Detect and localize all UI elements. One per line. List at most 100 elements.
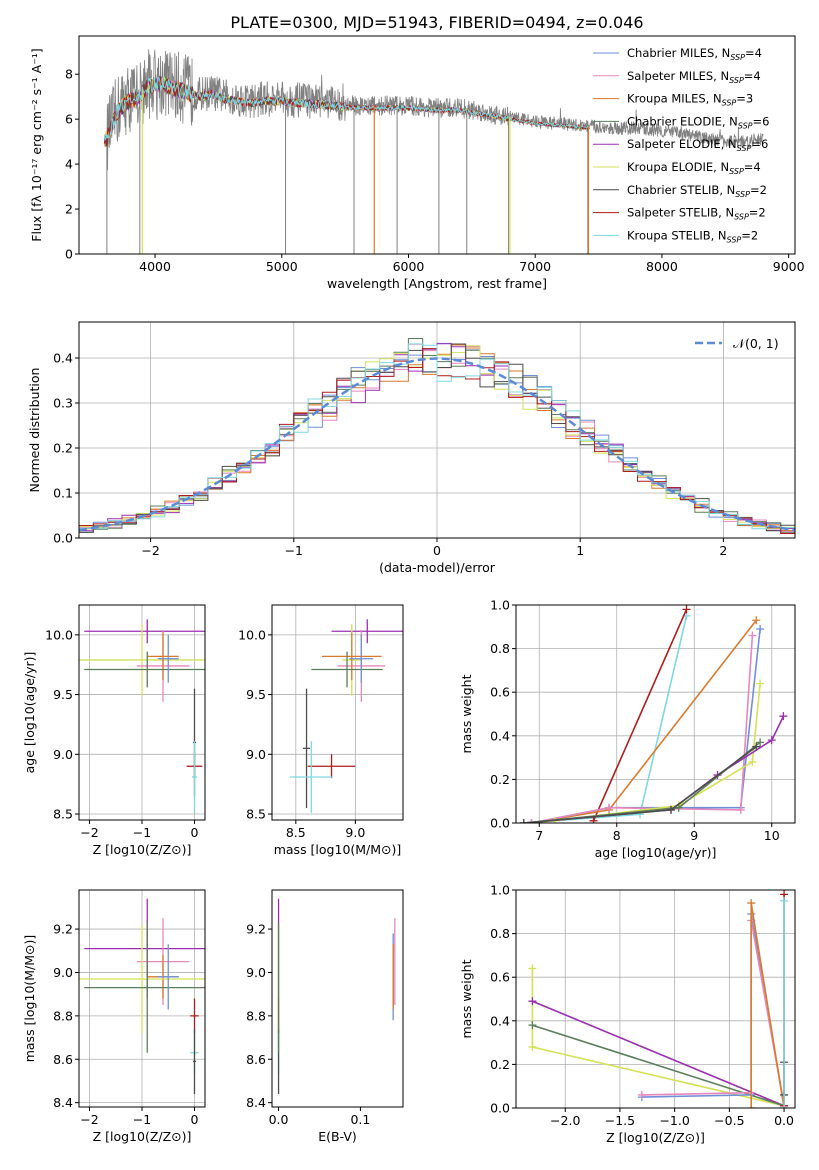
- y-tick-label: 0.6: [490, 970, 510, 985]
- weight-marker: [605, 803, 613, 812]
- legend-label: Chabrier ELODIE, NSSP=6: [627, 114, 769, 130]
- weight-marker: [779, 712, 788, 721]
- y-tick-label: 8.8: [53, 1008, 73, 1023]
- x-tick-label: −0.5: [714, 1113, 744, 1128]
- y-tick-label: 8.8: [246, 1008, 266, 1023]
- x-tick-label: −1: [285, 543, 303, 558]
- weight-marker: [747, 1104, 756, 1108]
- legend-label: Chabrier STELIB, NSSP=2: [627, 183, 767, 199]
- panel-mass-weight-vs-Z: −2.0 −1.5 −1.0 −0.5 0.0 0.0 0.2 0.4 0.6 0.8 1.0 Z […: [459, 883, 796, 1145]
- y-tick-label: 9.0: [246, 747, 266, 762]
- gaussian-curve: [79, 357, 795, 532]
- y-tick-label: 8.4: [246, 1095, 266, 1110]
- weight-marker: [528, 997, 537, 1006]
- y-tick-label: 0.8: [490, 641, 510, 656]
- weight-marker: [528, 1021, 537, 1030]
- x-tick-label: 2: [719, 543, 727, 558]
- x-tick-label: 8000: [646, 259, 678, 274]
- plot-area: [277, 898, 396, 1094]
- weight-marker: [752, 616, 761, 625]
- legend: Chabrier MILES, NSSP=4 Salpeter MILES, NS…: [593, 46, 769, 244]
- y-tick-label: 0.4: [490, 728, 510, 743]
- x-tick-label: 10: [764, 828, 780, 843]
- weight-line-7: [592, 609, 688, 822]
- observed-spectrum: [106, 49, 764, 171]
- plot-area: [103, 49, 764, 254]
- y-tick-label: 0.2: [53, 441, 73, 456]
- panel-residuals: −2 −1 0 1 2 0.0 0.1 0.2 0.3 0.4 (data-model)/error…: [27, 321, 796, 575]
- plot-area: [528, 890, 789, 1108]
- weight-line-5: [523, 683, 761, 823]
- weight-line-3: [532, 1024, 785, 1107]
- y-tick-label: 0.1: [53, 486, 73, 501]
- x-tick-label: 6000: [393, 259, 425, 274]
- y-tick-label: 8.6: [53, 1052, 73, 1067]
- axes-frame: [515, 604, 796, 824]
- x-axis-label: Z [log10(Z/Z⊙)]: [93, 842, 192, 857]
- y-tick-label: 10.0: [45, 627, 73, 642]
- plot-area: [79, 898, 205, 1094]
- weight-marker: [780, 896, 789, 905]
- y-tick-label: 4: [65, 157, 73, 172]
- x-tick-label: 0: [191, 825, 199, 840]
- axes-frame: [271, 604, 404, 821]
- x-axis-label: (data-model)/error: [379, 560, 496, 575]
- weight-marker: [736, 805, 745, 814]
- panel-mass-vs-EBV: 0.0 0.1 8.4 8.6 8.8 9.0 9.2 E(B-V): [246, 889, 404, 1144]
- weight-line-1: [531, 635, 754, 823]
- axes-frame: [515, 889, 796, 1109]
- weight-marker: [667, 805, 675, 814]
- panel-mass-weight-vs-age: 7 8 9 10 0.0 0.2 0.4 0.6 0.8 1.0 age [log10(age/yr…: [459, 598, 796, 860]
- y-axis-label: Flux [fλ 10⁻¹⁷ erg cm⁻² s⁻¹ A⁻¹]: [29, 48, 44, 241]
- x-tick-label: −2: [80, 1112, 98, 1127]
- legend-label: Kroupa STELIB, NSSP=2: [627, 228, 758, 244]
- x-axis-label: wavelength [Angstrom, rest frame]: [327, 276, 547, 291]
- x-tick-label: 8.5: [286, 825, 306, 840]
- weight-marker: [767, 736, 776, 745]
- weight-line-0: [531, 628, 761, 823]
- axes-frame: [271, 889, 404, 1108]
- y-tick-label: 0: [65, 247, 73, 262]
- y-tick-label: 9.0: [53, 965, 73, 980]
- x-tick-label: −2: [141, 543, 159, 558]
- x-tick-label: 0.0: [774, 1113, 794, 1128]
- y-tick-label: 0.0: [53, 531, 73, 546]
- x-tick-label: 4000: [139, 259, 171, 274]
- y-tick-label: 0.2: [490, 772, 510, 787]
- x-tick-label: 9000: [773, 259, 805, 274]
- weight-line-8: [523, 615, 688, 823]
- weight-marker: [682, 605, 691, 614]
- axes-frame: [78, 35, 796, 255]
- y-tick-label: 1.0: [490, 598, 510, 613]
- weight-marker: [528, 964, 537, 973]
- legend-label: Salpeter ELODIE, NSSP=6: [627, 137, 768, 153]
- weight-line-4: [532, 1000, 785, 1107]
- weight-marker: [780, 1104, 789, 1108]
- y-tick-label: 9.0: [53, 747, 73, 762]
- panel-age-vs-Z: −2 −1 0 8.5 9.0 9.5 10.0 Z [log10(Z/Z⊙)] age [lo…: [22, 604, 206, 857]
- legend-label: Chabrier MILES, NSSP=4: [627, 46, 762, 62]
- weight-marker: [527, 819, 536, 823]
- x-tick-label: 0.0: [269, 1112, 289, 1127]
- y-tick-label: 8.5: [53, 807, 73, 822]
- weight-marker: [756, 679, 765, 688]
- x-tick-label: 9: [690, 828, 698, 843]
- x-tick-label: 5000: [266, 259, 298, 274]
- legend-label: Kroupa MILES, NSSP=3: [627, 92, 753, 108]
- y-tick-label: 9.5: [53, 687, 73, 702]
- y-tick-label: 6: [65, 112, 73, 127]
- weight-marker: [748, 631, 757, 640]
- x-tick-label: −1: [133, 825, 151, 840]
- y-tick-label: 9.5: [246, 687, 266, 702]
- weight-marker: [589, 816, 598, 823]
- weight-marker: [756, 738, 765, 747]
- weight-marker: [637, 1090, 646, 1099]
- y-axis-label: mass [log10(M/M⊙)]: [22, 935, 37, 1063]
- legend-label: 𝒩(0, 1): [733, 336, 779, 351]
- y-axis-label: age [log10(age/yr)]: [22, 652, 37, 774]
- y-tick-label: 8.6: [246, 1052, 266, 1067]
- plot-area: [289, 619, 403, 813]
- legend: 𝒩(0, 1): [695, 336, 779, 351]
- x-axis-label: mass [log10(M/M⊙)]: [274, 842, 402, 857]
- y-tick-label: 0.0: [490, 1101, 510, 1116]
